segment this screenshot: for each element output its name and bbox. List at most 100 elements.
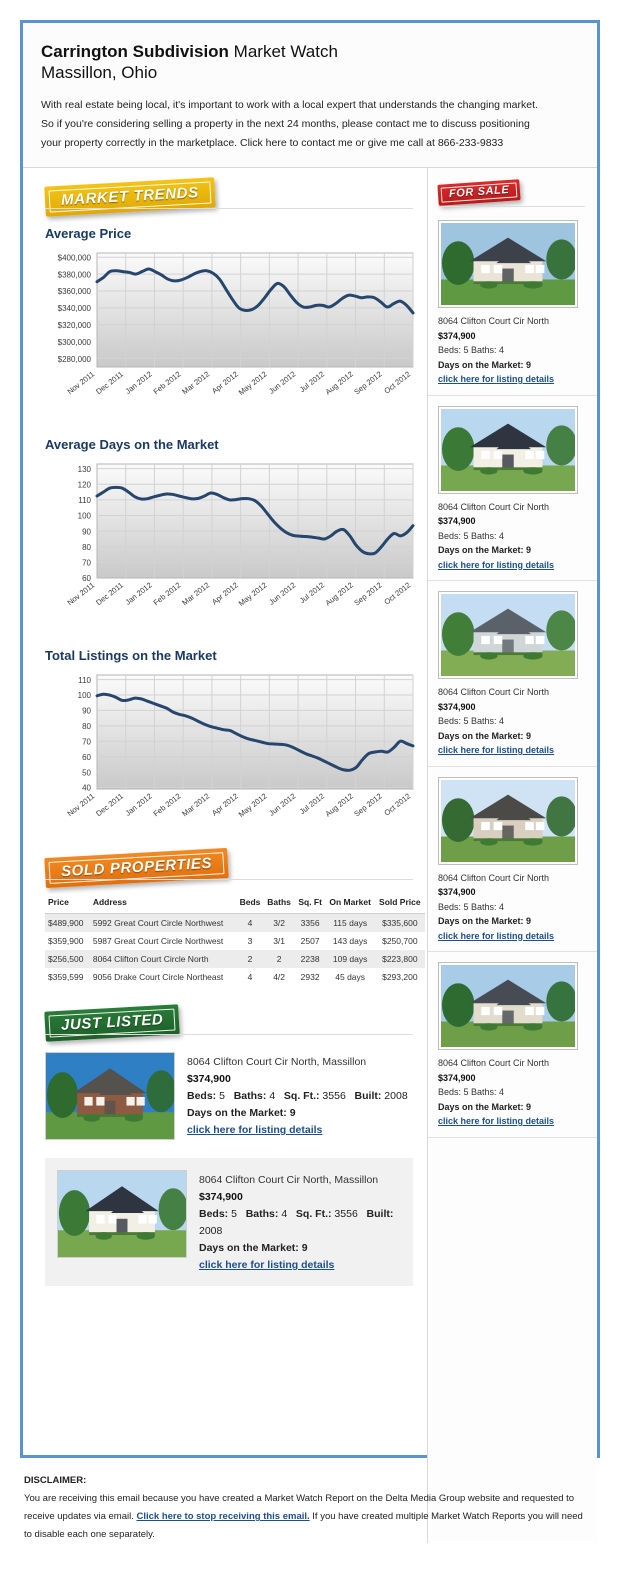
for-sale-header: FOR SALE: [428, 168, 597, 210]
listing-price: $374,900: [199, 1191, 243, 1203]
y-axis-tick-label: $360,000: [58, 287, 92, 296]
x-axis-tick-label: Oct 2012: [382, 580, 412, 606]
page-title: Carrington Subdivision Market Watch: [41, 41, 579, 62]
table-cell-price: $489,900: [45, 913, 90, 932]
listing-photo[interactable]: [438, 220, 578, 308]
listing-photo[interactable]: [438, 591, 578, 679]
listing-photo[interactable]: [438, 962, 578, 1050]
x-axis-tick-label: Aug 2012: [324, 369, 355, 396]
y-axis-tick-label: 60: [82, 574, 91, 583]
x-axis-tick-label: Oct 2012: [382, 369, 412, 395]
x-axis-tick-label: Apr 2012: [210, 369, 240, 395]
table-cell-sqft: 3356: [294, 913, 326, 932]
section-divider: [45, 879, 413, 880]
listing-details-link[interactable]: click here for listing details: [438, 1116, 555, 1126]
for-sale-item[interactable]: 8064 Clifton Court Cir North $374,900 Be…: [428, 581, 597, 767]
x-axis-tick-label: Jun 2012: [267, 369, 297, 395]
table-cell-baths: 3/1: [273, 936, 286, 946]
x-axis-tick-label: Mar 2012: [180, 791, 211, 818]
sqft-label: Sq. Ft.:: [295, 1208, 332, 1220]
y-axis-tick-label: 80: [82, 722, 91, 731]
x-axis-tick-label: Jul 2012: [298, 369, 326, 394]
listing-beds-baths: Beds: 5 Baths: 4: [438, 1087, 505, 1097]
listing-details-link[interactable]: click here for listing details: [438, 374, 555, 384]
table-row[interactable]: $256,500 8064 Clifton Court Circle North 2…: [45, 950, 425, 968]
table-row[interactable]: $359,599 9056 Drake Court Circle Northeas…: [45, 968, 425, 986]
x-axis-tick-label: Mar 2012: [180, 369, 211, 396]
listing-details-link[interactable]: click here for listing details: [187, 1124, 323, 1136]
disclaimer: DISCLAIMER: You are receiving this email…: [24, 1472, 590, 1544]
y-axis-tick-label: $280,000: [58, 355, 92, 364]
listing-details-link[interactable]: click here for listing details: [199, 1259, 335, 1271]
listing-photo[interactable]: [45, 1052, 175, 1140]
listing-details-link[interactable]: click here for listing details: [438, 559, 555, 570]
for-sale-item[interactable]: 8064 Clifton Court Cir North $374,900 Be…: [428, 396, 597, 581]
x-axis-tick-label: Jan 2012: [124, 791, 154, 817]
table-cell-beds: 3: [247, 936, 253, 946]
table-cell-address: 5992 Great Court Circle Northwest: [89, 913, 237, 932]
listing-address: 8064 Clifton Court Cir North, Massillon: [187, 1056, 367, 1068]
page-title-rest: Market Watch: [228, 42, 338, 61]
listing-photo[interactable]: [438, 776, 578, 865]
y-axis-tick-label: $320,000: [58, 321, 92, 330]
listing-details-link[interactable]: click here for listing details: [438, 745, 555, 755]
listing-photo[interactable]: [438, 405, 578, 494]
sold-properties-table-wrap: Price Address Beds Baths Sq. Ft On Market Sold…: [23, 885, 427, 986]
listing-price: $374,900: [187, 1073, 231, 1085]
listing-info: 8064 Clifton Court Cir North, Massillon …: [199, 1170, 401, 1274]
y-axis-tick-label: $380,000: [58, 270, 92, 279]
house-photo-art: [441, 779, 575, 862]
y-axis-tick-label: 110: [78, 496, 91, 505]
listing-info: 8064 Clifton Court Cir North, Massillon …: [187, 1052, 408, 1140]
y-axis-tick-label: $400,000: [58, 253, 92, 262]
table-row[interactable]: $359,900 5987 Great Court Circle Northwes…: [45, 932, 425, 950]
x-axis-tick-label: Nov 2011: [66, 580, 97, 607]
listing-info: 8064 Clifton Court Cir North $374,900 Be…: [438, 1056, 585, 1129]
listing-info: 8064 Clifton Court Cir North $374,900 Be…: [438, 685, 585, 758]
for-sale-sidebar: FOR SALE 8064 Clifton Court Cir North $3…: [427, 168, 597, 1543]
table-header-row: Price Address Beds Baths Sq. Ft On Market Sold…: [45, 893, 425, 914]
market-trends-badge: MARKET TRENDS: [44, 177, 216, 217]
listing-specs: Beds: 5 Baths: 4 Sq. Ft.: 3556 Built: 20…: [187, 1088, 408, 1105]
listing-info: 8064 Clifton Court Cir North $374,900 Be…: [438, 314, 585, 387]
table-cell-beds: 2: [236, 950, 264, 968]
for-sale-item[interactable]: 8064 Clifton Court Cir North $374,900 Be…: [428, 210, 597, 396]
table-row[interactable]: $489,900 5992 Great Court Circle Northwes…: [45, 913, 425, 932]
table-column-header: Address: [89, 893, 237, 914]
table-cell-baths: 2: [263, 950, 295, 968]
y-axis-tick-label: 70: [82, 559, 91, 568]
x-axis-tick-label: Sep 2012: [352, 369, 383, 396]
just-listed-item[interactable]: 8064 Clifton Court Cir North, Massillon …: [23, 1040, 427, 1150]
listing-details-link[interactable]: click here for listing details: [438, 930, 555, 941]
x-axis-tick-label: Feb 2012: [152, 791, 183, 818]
listing-beds-baths: Beds: 5 Baths: 4: [438, 345, 505, 355]
listing-info: 8064 Clifton Court Cir North $374,900 Be…: [438, 871, 585, 944]
listing-address: 8064 Clifton Court Cir North: [438, 872, 550, 883]
table-cell-beds: 4: [236, 913, 264, 932]
unsubscribe-link[interactable]: Click here to stop receiving this email.: [136, 1511, 310, 1522]
table-cell-address: 5987 Great Court Circle Northwest: [92, 936, 224, 946]
just-listed-item[interactable]: 8064 Clifton Court Cir North, Massillon …: [45, 1158, 413, 1286]
y-axis-tick-label: 90: [82, 527, 91, 536]
house-photo-art: [58, 1171, 186, 1257]
intro-line-3: your property correctly in the marketpla…: [41, 137, 504, 149]
x-axis-tick-label: Jan 2012: [124, 369, 154, 395]
for-sale-item[interactable]: 8064 Clifton Court Cir North $374,900 Be…: [428, 767, 597, 952]
disclaimer-heading: DISCLAIMER:: [24, 1475, 87, 1486]
chart-title: Average Days on the Market: [45, 437, 219, 452]
table-cell-sqft: 2932: [300, 972, 320, 982]
y-axis-tick-label: 40: [82, 784, 91, 793]
disclaimer-text: You are receiving this email because you…: [24, 1490, 590, 1544]
listing-photo[interactable]: [57, 1170, 187, 1258]
y-axis-tick-label: 90: [82, 707, 91, 716]
x-axis-tick-label: Aug 2012: [324, 791, 355, 818]
table-cell-baths: 4/2: [273, 972, 286, 982]
x-axis-tick-label: Jun 2012: [267, 791, 297, 817]
for-sale-badge: FOR SALE: [437, 179, 522, 206]
sqft-value: 3556: [334, 1208, 358, 1220]
for-sale-item[interactable]: 8064 Clifton Court Cir North $374,900 Be…: [428, 952, 597, 1138]
built-value: 2008: [384, 1090, 408, 1102]
page-title-bold: Carrington Subdivision: [41, 42, 229, 61]
table-column-header: On Market: [325, 893, 375, 914]
built-label: Built:: [366, 1208, 394, 1220]
